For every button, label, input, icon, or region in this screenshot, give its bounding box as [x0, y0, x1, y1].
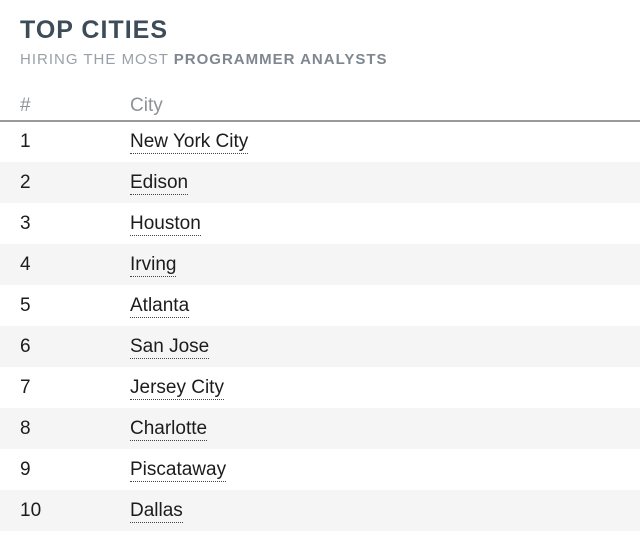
- city-cell: Edison: [130, 162, 640, 203]
- city-cell: Charlotte: [130, 408, 640, 449]
- table-row: 3 Houston: [0, 203, 640, 244]
- city-cell: Irving: [130, 244, 640, 285]
- city-link[interactable]: Piscataway: [130, 458, 227, 482]
- city-link[interactable]: Houston: [130, 212, 201, 236]
- subtitle: HIRING THE MOST PROGRAMMER ANALYSTS: [0, 51, 640, 69]
- rank-cell: 7: [20, 376, 31, 398]
- rank-cell: 1: [20, 131, 31, 152]
- table-row: 7 Jersey City: [0, 367, 640, 408]
- table-row: 4 Irving: [0, 244, 640, 285]
- city-link[interactable]: Jersey City: [130, 376, 224, 400]
- subtitle-bold: PROGRAMMER ANALYSTS: [173, 51, 388, 68]
- city-link[interactable]: San Jose: [130, 335, 210, 359]
- table-header-row: # City: [0, 91, 640, 122]
- column-header-city: City: [130, 91, 640, 122]
- rank-cell: 9: [20, 458, 31, 480]
- rank-cell: 8: [20, 417, 31, 439]
- table-row: 1 New York City: [0, 121, 640, 162]
- city-cell: Dallas: [130, 490, 640, 531]
- table-header: # City: [0, 91, 640, 122]
- table-row: 10 Dallas: [0, 490, 640, 531]
- city-link[interactable]: Edison: [130, 171, 189, 195]
- city-cell: Jersey City: [130, 367, 640, 408]
- city-cell: New York City: [130, 121, 640, 162]
- city-cell: Atlanta: [130, 285, 640, 326]
- city-link[interactable]: Charlotte: [130, 417, 208, 441]
- city-link[interactable]: Dallas: [130, 499, 183, 523]
- rank-cell: 4: [20, 253, 31, 275]
- table-row: 9 Piscataway: [0, 449, 640, 490]
- table-row: 5 Atlanta: [0, 285, 640, 326]
- table-row: 2 Edison: [0, 162, 640, 203]
- page-title: TOP CITIES: [20, 16, 169, 44]
- city-cell: Houston: [130, 203, 640, 244]
- subtitle-regular: HIRING THE MOST: [20, 51, 169, 68]
- rank-cell: 10: [20, 499, 42, 521]
- table-row: 6 San Jose: [0, 326, 640, 367]
- table-body: 1 New York City 2 Edison 3 Houston 4 Irv…: [0, 121, 640, 531]
- city-cell: San Jose: [130, 326, 640, 367]
- rank-cell: 2: [20, 171, 31, 193]
- city-link[interactable]: Atlanta: [130, 294, 190, 318]
- rank-cell: 6: [20, 335, 31, 357]
- rank-cell: 3: [20, 212, 31, 234]
- top-cities-widget: TOP CITIES HIRING THE MOST PROGRAMMER AN…: [0, 16, 640, 531]
- city-cell: Piscataway: [130, 449, 640, 490]
- table-row: 8 Charlotte: [0, 408, 640, 449]
- top-cities-table: # City 1 New York City 2 Edison 3 Housto…: [0, 91, 640, 531]
- column-header-rank: #: [0, 91, 130, 122]
- rank-cell: 5: [20, 294, 31, 316]
- city-link[interactable]: New York City: [130, 131, 249, 154]
- city-link[interactable]: Irving: [130, 253, 177, 277]
